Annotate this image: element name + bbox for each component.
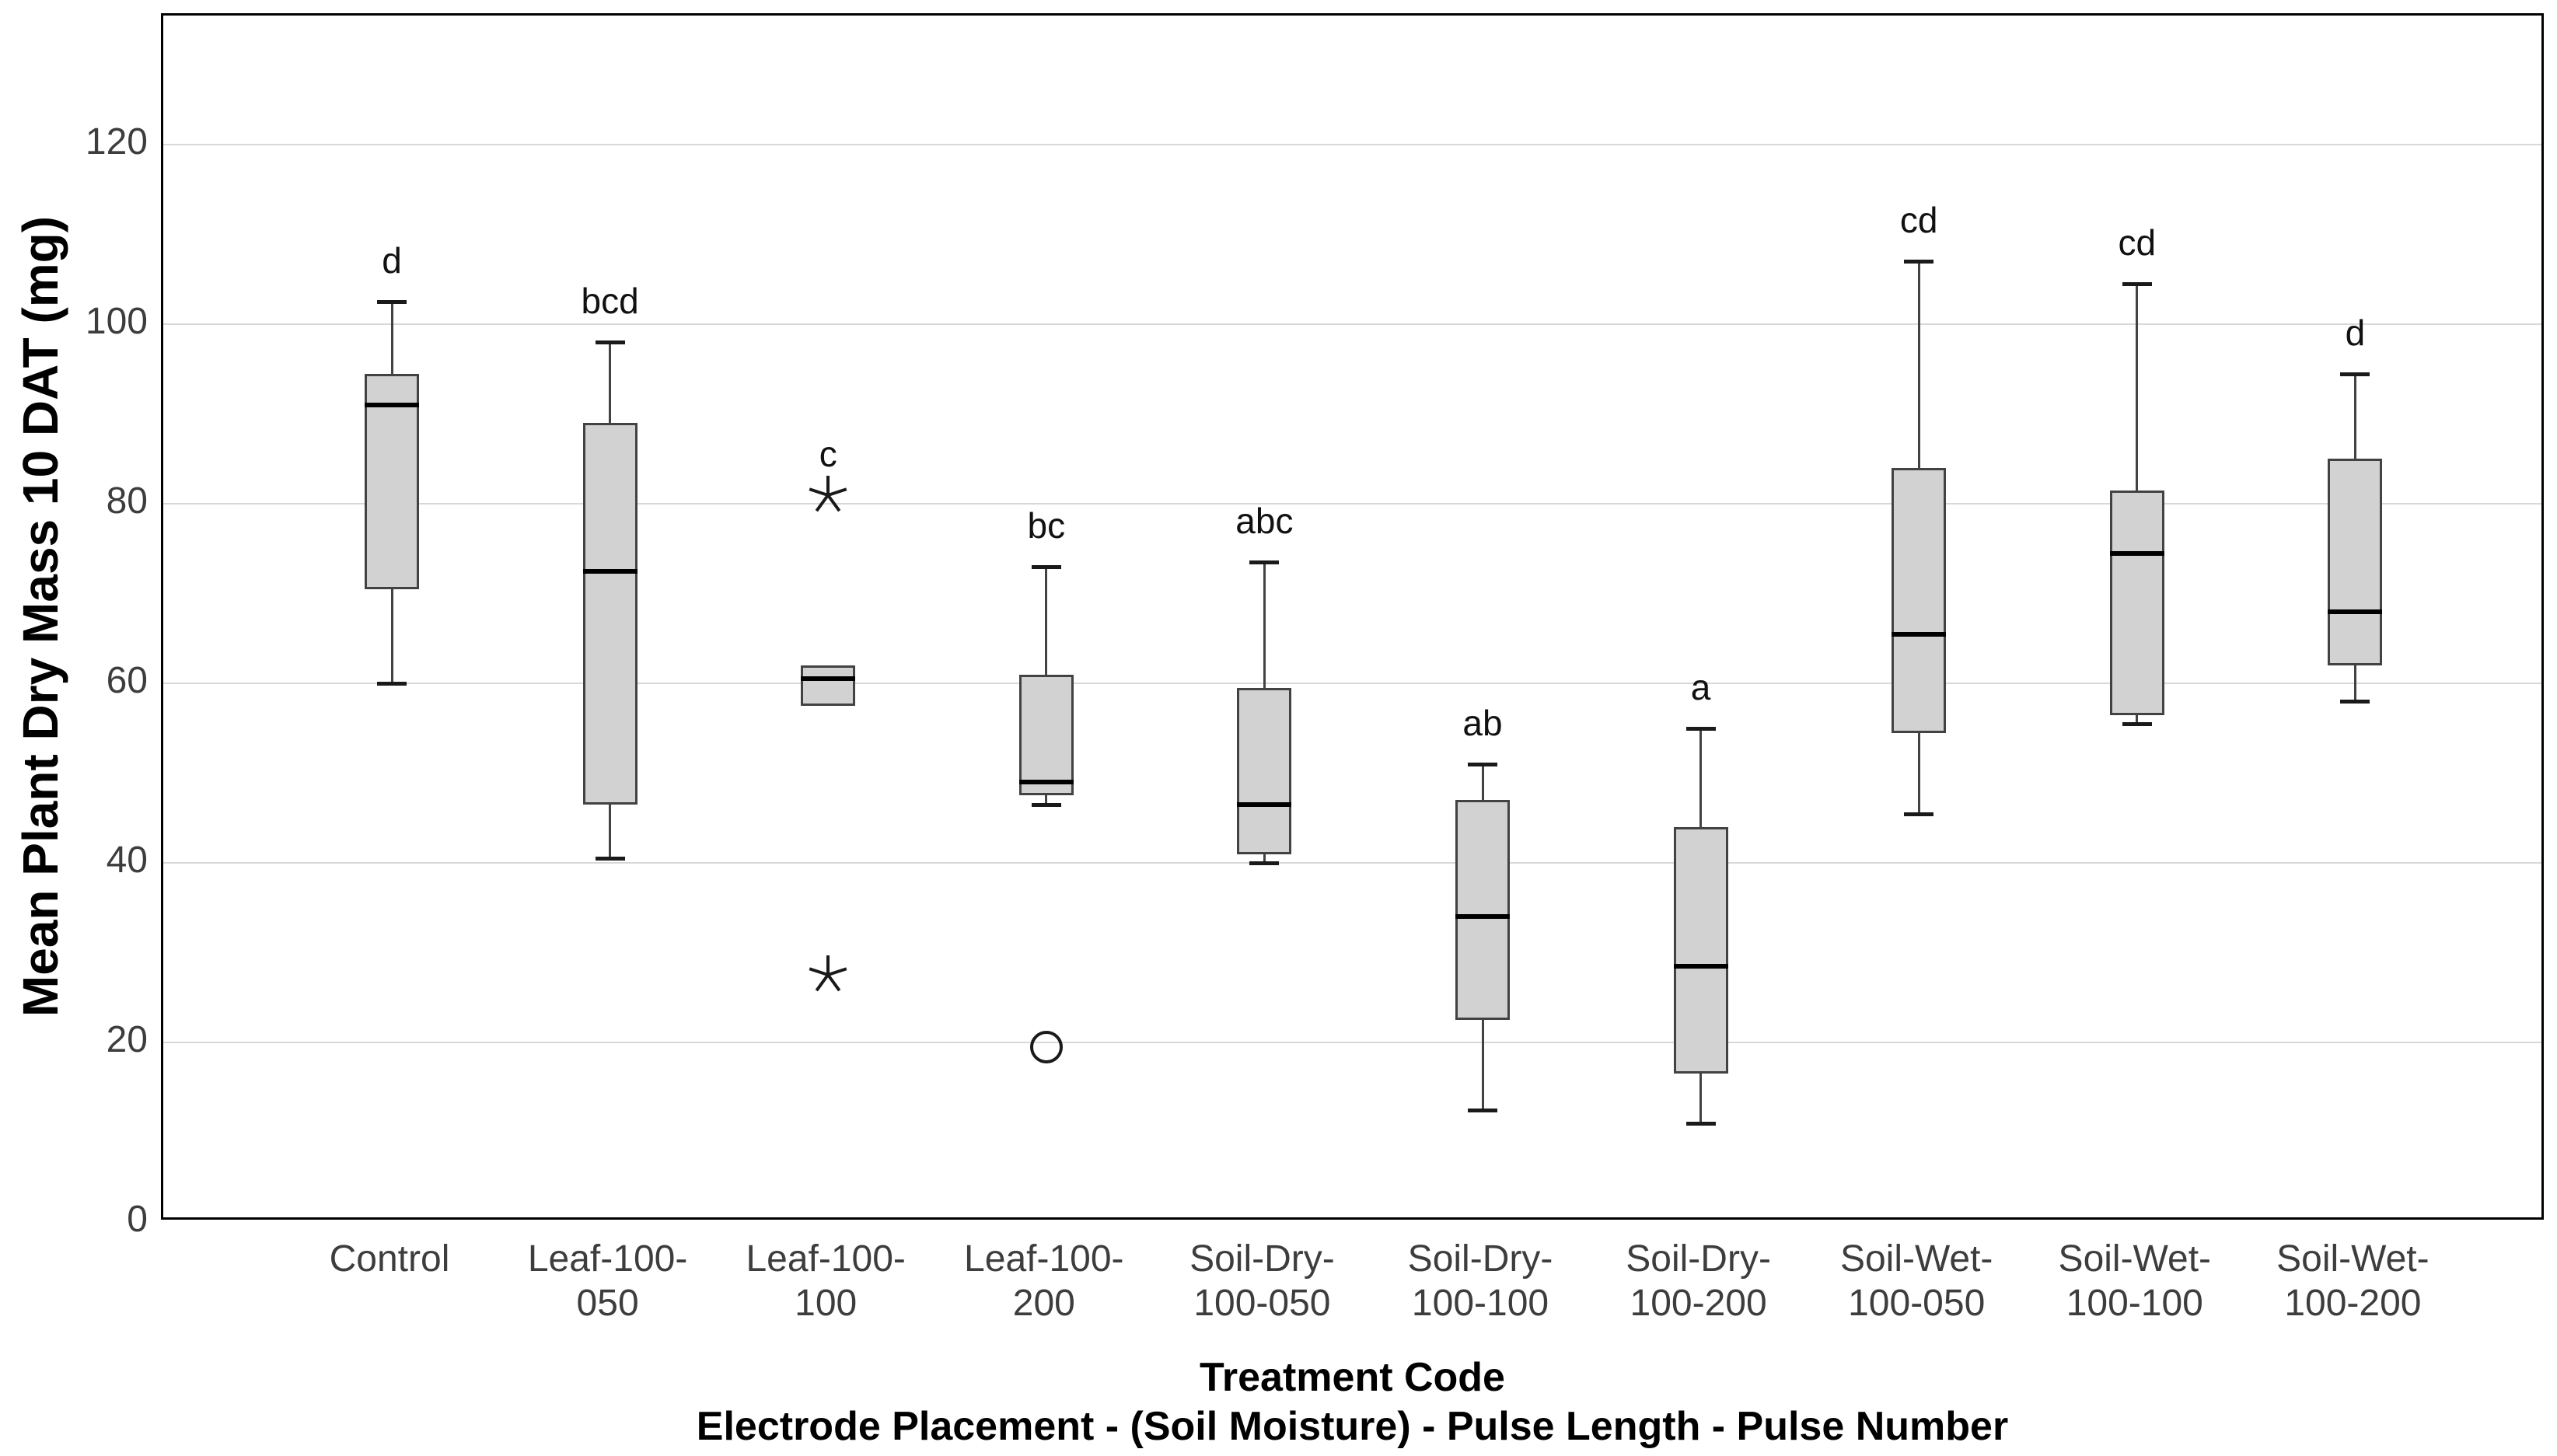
- gridline-y-80: [163, 503, 2541, 505]
- y-tick-label-100: 100: [85, 301, 148, 343]
- lower-whisker-line: [390, 588, 393, 684]
- boxplot-box-Soil-Dry-100-050: [1237, 687, 1292, 854]
- significance-letter-Leaf-100-200: bc: [1027, 505, 1066, 546]
- boxplot-box-Soil-Dry-100-200: [1673, 826, 1728, 1074]
- x-tick-label-Control: Control: [329, 1238, 450, 1280]
- upper-whisker-line: [1481, 764, 1484, 801]
- median-line: [1018, 780, 1074, 785]
- lower-whisker-cap: [377, 682, 407, 686]
- lower-whisker-cap: [1468, 1108, 1497, 1112]
- upper-whisker-cap: [377, 300, 407, 305]
- upper-whisker-line: [1263, 562, 1266, 688]
- median-line: [1237, 802, 1292, 808]
- significance-letter-Soil-Wet-100-200: d: [2345, 312, 2366, 353]
- x-tick-label-Soil-Dry-100-200: Soil-Dry- 100-200: [1626, 1238, 1771, 1324]
- upper-whisker-cap: [2122, 282, 2152, 287]
- lower-whisker-line: [609, 805, 612, 859]
- outlier-star-icon: [809, 955, 847, 992]
- boxplot-box-Soil-Wet-100-200: [2328, 459, 2383, 666]
- upper-whisker-line: [390, 302, 393, 374]
- boxplot-box-Leaf-100-050: [582, 423, 638, 805]
- x-tick-label-Soil-Wet-100-050: Soil-Wet- 100-050: [1839, 1238, 1993, 1324]
- x-tick-label-Leaf-100-100: Leaf-100- 100: [746, 1238, 906, 1324]
- boxplot-box-Soil-Wet-100-050: [1892, 468, 1947, 733]
- upper-whisker-line: [2353, 373, 2356, 459]
- significance-letter-Control: d: [382, 240, 402, 281]
- y-tick-label-60: 60: [106, 660, 148, 702]
- upper-whisker-cap: [1468, 763, 1497, 767]
- upper-whisker-cap: [2340, 372, 2370, 376]
- lower-whisker-cap: [2122, 722, 2152, 727]
- gridline-y-20: [163, 1042, 2541, 1044]
- lower-whisker-line: [2136, 714, 2139, 725]
- upper-whisker-cap: [595, 340, 625, 345]
- upper-whisker-line: [1917, 261, 1920, 468]
- lower-whisker-line: [1263, 854, 1266, 864]
- lower-whisker-cap: [595, 857, 625, 861]
- x-tick-label-Soil-Dry-100-050: Soil-Dry- 100-050: [1189, 1238, 1335, 1324]
- gridline-y-100: [163, 323, 2541, 326]
- median-line: [801, 676, 856, 682]
- median-line: [365, 403, 419, 408]
- upper-whisker-line: [1699, 728, 1703, 827]
- x-tick-label-Soil-Wet-100-200: Soil-Wet- 100-200: [2276, 1238, 2429, 1324]
- y-tick-label-120: 120: [85, 121, 148, 163]
- median-line: [1455, 914, 1510, 920]
- significance-letter-Soil-Dry-100-100: ab: [1462, 703, 1503, 744]
- plot-area: d bcd c bc abc ab a cd cd d: [161, 13, 2544, 1220]
- y-tick-label-80: 80: [106, 480, 148, 522]
- median-line: [582, 568, 638, 574]
- lower-whisker-cap: [1249, 861, 1280, 866]
- y-tick-label-20: 20: [106, 1019, 148, 1061]
- lower-whisker-cap: [1904, 812, 1934, 816]
- boxplot-box-Soil-Dry-100-100: [1455, 800, 1510, 1021]
- x-tick-label-Leaf-100-200: Leaf-100- 200: [964, 1238, 1124, 1324]
- x-tick-label-Soil-Dry-100-100: Soil-Dry- 100-100: [1407, 1238, 1553, 1324]
- upper-whisker-cap: [1904, 260, 1934, 264]
- lower-whisker-cap: [2340, 700, 2370, 704]
- lower-whisker-cap: [1031, 803, 1061, 808]
- y-tick-label-40: 40: [106, 840, 148, 882]
- lower-whisker-cap: [1685, 1121, 1716, 1126]
- boxplot-box-Leaf-100-100: [801, 665, 856, 706]
- median-line: [1892, 631, 1947, 637]
- x-tick-label-Soil-Wet-100-100: Soil-Wet- 100-100: [2058, 1238, 2212, 1324]
- upper-whisker-cap: [1031, 565, 1061, 570]
- y-tick-label-0: 0: [127, 1199, 148, 1240]
- significance-letter-Soil-Wet-100-100: cd: [2118, 222, 2157, 264]
- boxplot-box-Soil-Wet-100-100: [2109, 490, 2164, 715]
- significance-letter-Soil-Wet-100-050: cd: [1899, 200, 1938, 241]
- gridline-y-40: [163, 862, 2541, 864]
- x-axis-title: Treatment Code: [1200, 1355, 1505, 1400]
- significance-letter-Leaf-100-100: c: [819, 433, 837, 474]
- upper-whisker-cap: [1249, 560, 1280, 565]
- outlier-circle-icon: [1029, 1030, 1063, 1063]
- lower-whisker-line: [1699, 1074, 1703, 1123]
- lower-whisker-line: [1481, 1020, 1484, 1110]
- upper-whisker-line: [609, 342, 612, 424]
- median-line: [2328, 609, 2383, 614]
- lower-whisker-line: [2353, 665, 2356, 702]
- upper-whisker-line: [1045, 567, 1048, 675]
- median-line: [1673, 963, 1728, 969]
- significance-letter-Soil-Dry-100-050: abc: [1235, 501, 1294, 542]
- outlier-star-icon: [809, 475, 847, 512]
- significance-letter-Leaf-100-050: bcd: [581, 281, 639, 322]
- boxplot-box-Leaf-100-200: [1018, 674, 1074, 796]
- lower-whisker-line: [1045, 795, 1048, 805]
- median-line: [2109, 550, 2164, 556]
- lower-whisker-line: [1917, 732, 1920, 814]
- boxplot-box-Control: [365, 373, 419, 589]
- significance-letter-Soil-Dry-100-200: a: [1690, 666, 1711, 707]
- gridline-y-60: [163, 683, 2541, 685]
- x-axis-subtitle: Electrode Placement - (Soil Moisture) - …: [696, 1404, 2009, 1449]
- upper-whisker-line: [2136, 284, 2139, 491]
- gridline-y-120: [163, 144, 2541, 146]
- x-tick-label-Leaf-100-050: Leaf-100- 050: [527, 1238, 688, 1324]
- upper-whisker-cap: [1685, 726, 1716, 731]
